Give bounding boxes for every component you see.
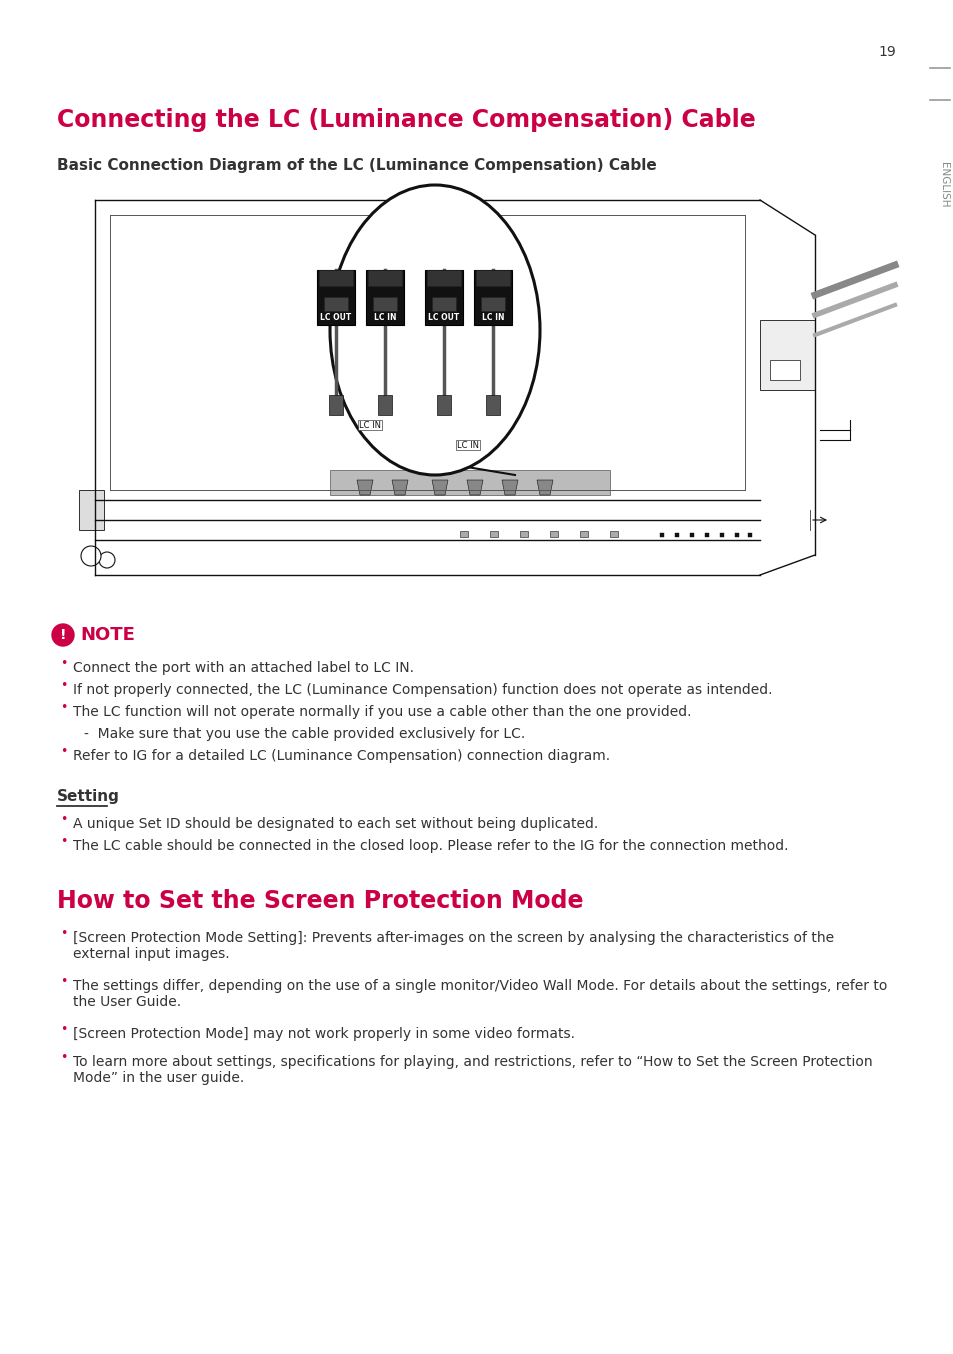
Bar [747, 533, 751, 538]
Ellipse shape [330, 185, 539, 475]
Text: -  Make sure that you use the cable provided exclusively for LC.: - Make sure that you use the cable provi… [84, 727, 525, 741]
Text: LC IN: LC IN [481, 313, 504, 321]
Text: The settings differ, depending on the use of a single monitor/Video Wall Mode. F: The settings differ, depending on the us… [73, 979, 886, 1009]
Polygon shape [392, 481, 408, 496]
Polygon shape [501, 481, 517, 496]
Text: Refer to IG for a detailed LC (Luminance Compensation) connection diagram.: Refer to IG for a detailed LC (Luminance… [73, 749, 610, 764]
Text: LC OUT: LC OUT [428, 313, 459, 321]
Bar [377, 395, 392, 414]
Bar [424, 269, 462, 325]
Bar [373, 297, 396, 311]
Polygon shape [432, 481, 448, 496]
Bar [436, 395, 451, 414]
Text: •: • [60, 1022, 68, 1036]
Polygon shape [467, 481, 482, 496]
Bar [734, 533, 739, 538]
Bar [550, 531, 558, 538]
Bar [474, 269, 512, 325]
Bar [476, 269, 510, 286]
Bar [675, 533, 679, 538]
Text: If not properly connected, the LC (Luminance Compensation) function does not ope: If not properly connected, the LC (Lumin… [73, 682, 772, 697]
Bar [689, 533, 693, 538]
Polygon shape [356, 481, 373, 496]
Text: [Screen Protection Mode] may not work properly in some video formats.: [Screen Protection Mode] may not work pr… [73, 1026, 575, 1041]
Bar [316, 269, 355, 325]
Text: •: • [60, 926, 68, 940]
Circle shape [99, 552, 115, 567]
Bar [324, 297, 348, 311]
Bar [579, 531, 587, 538]
Text: Connecting the LC (Luminance Compensation) Cable: Connecting the LC (Luminance Compensatio… [57, 108, 755, 131]
Text: LC IN: LC IN [456, 440, 478, 450]
Bar [720, 533, 723, 538]
Bar [704, 533, 708, 538]
Text: !: ! [60, 628, 66, 642]
Bar [329, 395, 343, 414]
Text: 19: 19 [877, 45, 895, 60]
Text: The LC cable should be connected in the closed loop. Please refer to the IG for : The LC cable should be connected in the … [73, 839, 788, 853]
Bar [368, 269, 401, 286]
Text: Basic Connection Diagram of the LC (Luminance Compensation) Cable: Basic Connection Diagram of the LC (Lumi… [57, 158, 656, 173]
Text: To learn more about settings, specifications for playing, and restrictions, refe: To learn more about settings, specificat… [73, 1055, 872, 1085]
Bar [760, 320, 814, 390]
Bar [485, 395, 499, 414]
Text: LC IN: LC IN [374, 313, 395, 321]
Polygon shape [537, 481, 553, 496]
Bar [609, 531, 618, 538]
Text: LC IN: LC IN [358, 421, 380, 429]
Text: A unique Set ID should be designated to each set without being duplicated.: A unique Set ID should be designated to … [73, 816, 598, 831]
Bar [519, 531, 527, 538]
Bar [318, 269, 353, 286]
Text: •: • [60, 678, 68, 692]
Bar [79, 490, 104, 529]
Text: Setting: Setting [57, 789, 120, 804]
Bar [330, 470, 609, 496]
Bar [659, 533, 663, 538]
Text: •: • [60, 745, 68, 757]
Text: •: • [60, 812, 68, 826]
Circle shape [52, 624, 74, 646]
Text: Connect the port with an attached label to LC IN.: Connect the port with an attached label … [73, 661, 414, 676]
Circle shape [81, 546, 101, 566]
Text: LC OUT: LC OUT [320, 313, 352, 321]
Text: How to Set the Screen Protection Mode: How to Set the Screen Protection Mode [57, 890, 583, 913]
Text: •: • [60, 700, 68, 714]
Text: ENGLISH: ENGLISH [938, 162, 948, 207]
Text: NOTE: NOTE [80, 626, 134, 645]
Text: •: • [60, 1051, 68, 1063]
Bar [432, 297, 456, 311]
Bar [459, 531, 468, 538]
Text: [Screen Protection Mode Setting]: Prevents after-images on the screen by analysi: [Screen Protection Mode Setting]: Preven… [73, 932, 833, 961]
Bar [427, 269, 460, 286]
Text: •: • [60, 975, 68, 987]
Bar [490, 531, 497, 538]
Bar [769, 360, 800, 380]
Bar [366, 269, 403, 325]
Bar [480, 297, 504, 311]
Text: The LC function will not operate normally if you use a cable other than the one : The LC function will not operate normall… [73, 705, 691, 719]
Text: •: • [60, 657, 68, 669]
Text: •: • [60, 834, 68, 848]
